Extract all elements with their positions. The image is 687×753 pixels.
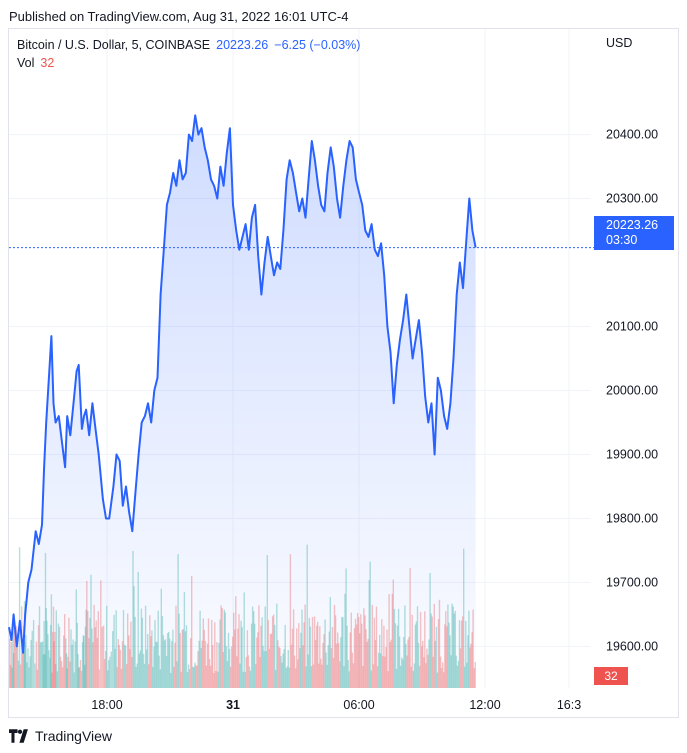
volume-label: Vol (17, 56, 35, 70)
tradingview-logo-icon (9, 729, 28, 743)
last-value: 20223.26 (216, 38, 269, 52)
y-tick-label: 19900.00 (606, 447, 658, 461)
last-price-badge: 20223.26 03:30 (594, 216, 674, 250)
x-tick-label: 06:00 (343, 698, 374, 712)
volume-value: 32 (40, 56, 55, 70)
symbol-name: Bitcoin / U.S. Dollar, 5, COINBASE (17, 38, 211, 52)
price-change: −6.25 (−0.03%) (274, 38, 361, 52)
y-tick-label: 20100.00 (606, 320, 658, 334)
price-area (9, 115, 476, 688)
volume-bar (18, 547, 21, 688)
price-line (8, 114, 477, 654)
time-axis[interactable]: 18:00 31 06:00 12:00 16:3 (91, 698, 581, 712)
published-note: Published on TradingView.com, Aug 31, 20… (9, 9, 349, 24)
bar-countdown: 03:30 (606, 233, 638, 247)
y-tick-label: 19600.00 (606, 639, 658, 653)
brand-name: TradingView (35, 728, 113, 744)
currency-label: USD (606, 36, 632, 50)
volume-legend[interactable]: Vol 32 (17, 56, 54, 70)
x-tick-label: 31 (226, 698, 240, 712)
symbol-legend[interactable]: Bitcoin / U.S. Dollar, 5, COINBASE 20223.… (17, 38, 360, 52)
y-tick-label: 19800.00 (606, 511, 658, 525)
last-price-badge-value: 20223.26 (606, 218, 659, 232)
y-tick-label: 20300.00 (606, 192, 658, 206)
chart-frame (8, 28, 679, 718)
x-tick-label: 18:00 (91, 698, 122, 712)
volume-badge: 32 (594, 667, 628, 685)
x-tick-label: 12:00 (469, 698, 500, 712)
footer-brand[interactable]: TradingView (9, 728, 112, 744)
y-tick-label: 20400.00 (606, 128, 658, 142)
price-axis[interactable]: 19600.00 19700.00 19800.00 19900.00 20000.00… (606, 128, 658, 654)
y-tick-label: 19700.00 (606, 575, 658, 589)
x-tick-label: 16:3 (557, 698, 581, 712)
y-tick-label: 20000.00 (606, 383, 658, 397)
